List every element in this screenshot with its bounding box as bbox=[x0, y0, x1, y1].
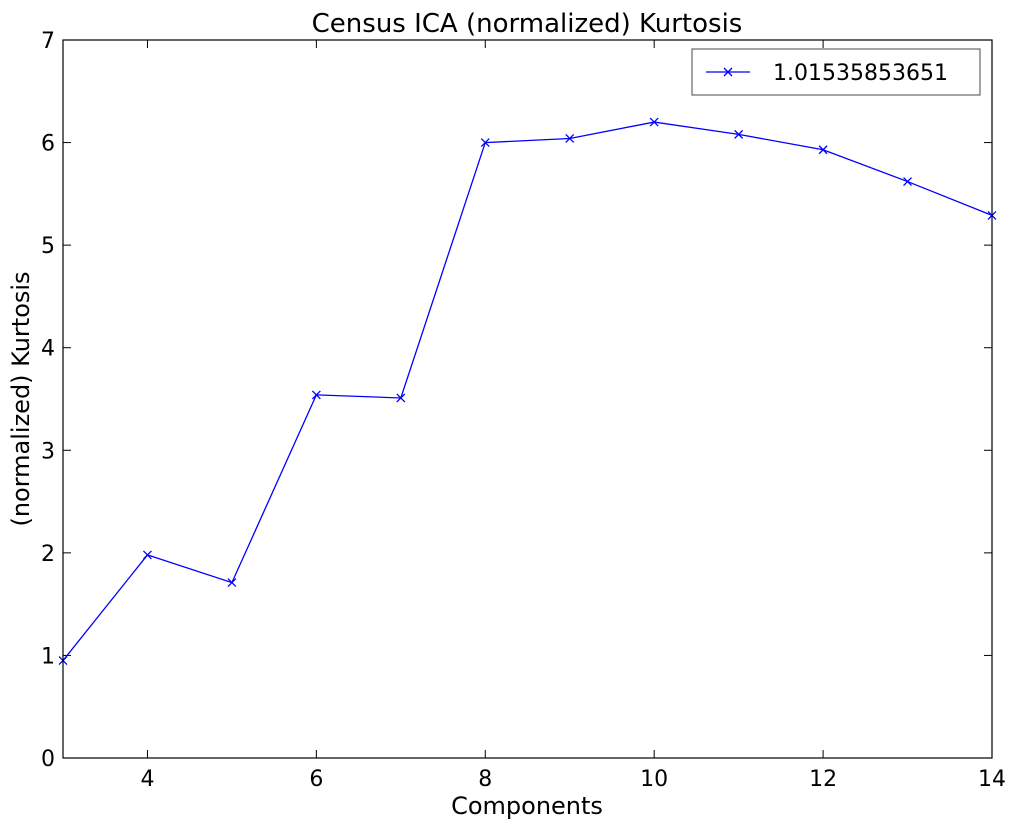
chart-title: Census ICA (normalized) Kurtosis bbox=[312, 9, 743, 39]
x-tick-label: 14 bbox=[978, 767, 1006, 792]
x-tick-label: 10 bbox=[640, 767, 668, 792]
data-point-marker bbox=[227, 578, 237, 588]
data-point-marker bbox=[818, 145, 828, 155]
series-line-0 bbox=[62, 121, 993, 661]
y-tick-label: 0 bbox=[41, 747, 55, 772]
data-point-marker bbox=[565, 134, 575, 143]
x-tick-label: 12 bbox=[809, 767, 837, 792]
plot-series bbox=[58, 117, 997, 666]
data-point-marker bbox=[396, 393, 406, 403]
legend: 1.01535853651 bbox=[691, 48, 981, 96]
axis-ticks bbox=[63, 39, 993, 759]
y-tick-label: 3 bbox=[41, 439, 55, 464]
data-point-marker bbox=[903, 177, 913, 187]
y-axis-label: (normalized) Kurtosis bbox=[7, 271, 35, 526]
x-tick-label: 4 bbox=[140, 767, 154, 792]
y-tick-label: 1 bbox=[41, 644, 55, 669]
data-point-marker bbox=[142, 550, 152, 560]
legend-label: 1.01535853651 bbox=[773, 61, 948, 86]
data-point-marker bbox=[734, 129, 744, 139]
x-tick-label: 8 bbox=[478, 767, 492, 792]
data-point-marker bbox=[311, 390, 321, 400]
y-tick-label: 6 bbox=[41, 132, 55, 157]
y-tick-label: 2 bbox=[41, 542, 55, 567]
y-tick-label: 4 bbox=[41, 337, 55, 362]
data-point-marker bbox=[480, 138, 490, 148]
legend-marker bbox=[723, 67, 733, 77]
data-point-marker bbox=[649, 117, 659, 127]
plot-frame bbox=[62, 39, 993, 759]
y-tick-label: 5 bbox=[41, 234, 55, 259]
x-tick-label: 6 bbox=[309, 767, 323, 792]
y-tick-label: 7 bbox=[41, 29, 55, 54]
x-axis-label: Components bbox=[451, 792, 603, 820]
